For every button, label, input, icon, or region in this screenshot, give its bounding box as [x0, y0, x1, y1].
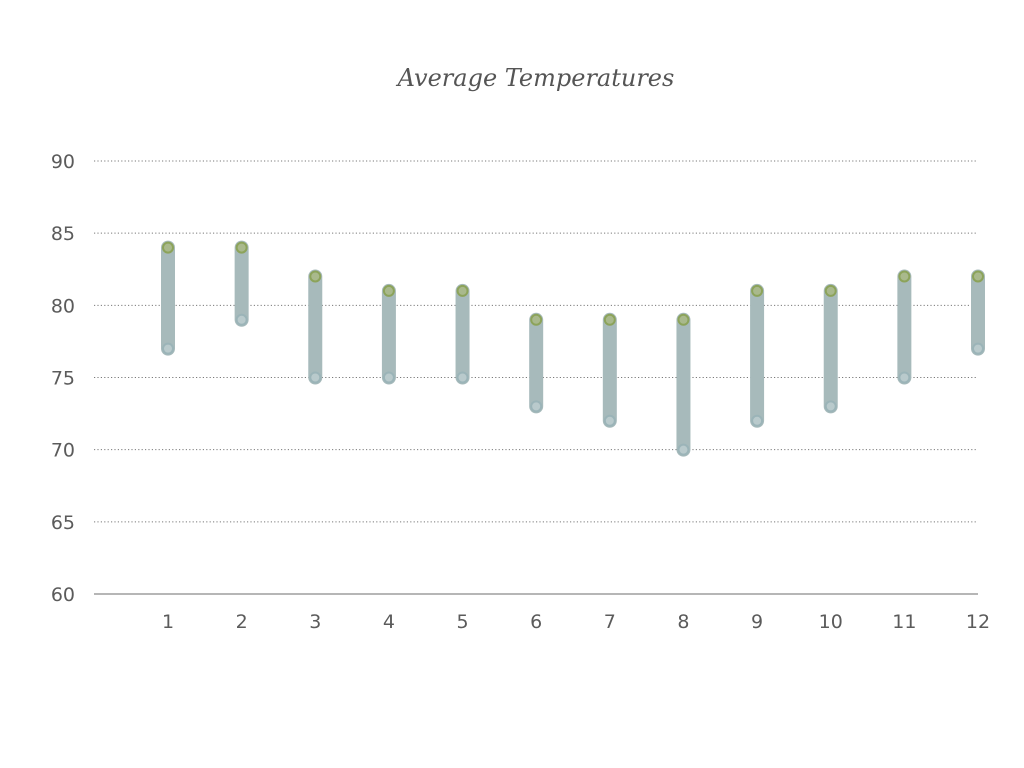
low-marker-8: [677, 443, 690, 456]
high-marker-7: [603, 313, 616, 326]
y-tick-label-70: 70: [51, 440, 75, 462]
x-tick-label-9: 9: [751, 611, 763, 633]
high-marker-10: [824, 284, 837, 297]
x-tick-label-5: 5: [456, 611, 468, 633]
y-tick-label-60: 60: [51, 584, 75, 606]
y-tick-label-65: 65: [51, 512, 75, 534]
x-tick-label-2: 2: [236, 611, 248, 633]
low-marker-1: [162, 342, 174, 355]
x-tick-label-4: 4: [383, 611, 395, 633]
high-marker-9: [751, 284, 764, 297]
x-tick-label-1: 1: [162, 611, 174, 633]
y-tick-label-85: 85: [51, 223, 75, 245]
high-marker-11: [898, 270, 911, 283]
high-marker-1: [162, 241, 174, 254]
low-marker-3: [309, 371, 322, 384]
low-marker-10: [824, 400, 837, 413]
x-tick-label-7: 7: [604, 611, 616, 633]
low-marker-5: [456, 371, 469, 384]
high-marker-5: [456, 284, 469, 297]
high-marker-8: [677, 313, 690, 326]
low-marker-4: [382, 371, 395, 384]
low-marker-7: [603, 414, 616, 427]
y-tick-label-80: 80: [51, 295, 75, 317]
x-tick-label-8: 8: [677, 611, 689, 633]
high-marker-3: [309, 270, 322, 283]
x-tick-label-12: 12: [966, 611, 990, 633]
low-marker-12: [972, 342, 984, 355]
x-tick-label-3: 3: [309, 611, 321, 633]
low-marker-6: [530, 400, 543, 413]
y-tick-label-90: 90: [51, 151, 75, 173]
markers: [162, 241, 984, 456]
range-bars: [161, 240, 985, 457]
chart-title: Average Temperatures: [396, 64, 675, 92]
x-tick-label-10: 10: [819, 611, 843, 633]
low-marker-2: [235, 313, 248, 326]
high-marker-2: [235, 241, 248, 254]
x-tick-label-6: 6: [530, 611, 542, 633]
low-marker-11: [898, 371, 911, 384]
low-marker-9: [751, 414, 764, 427]
y-tick-label-75: 75: [51, 368, 75, 390]
x-tick-label-11: 11: [892, 611, 916, 633]
high-marker-6: [530, 313, 543, 326]
high-marker-4: [382, 284, 395, 297]
high-marker-12: [972, 270, 984, 283]
